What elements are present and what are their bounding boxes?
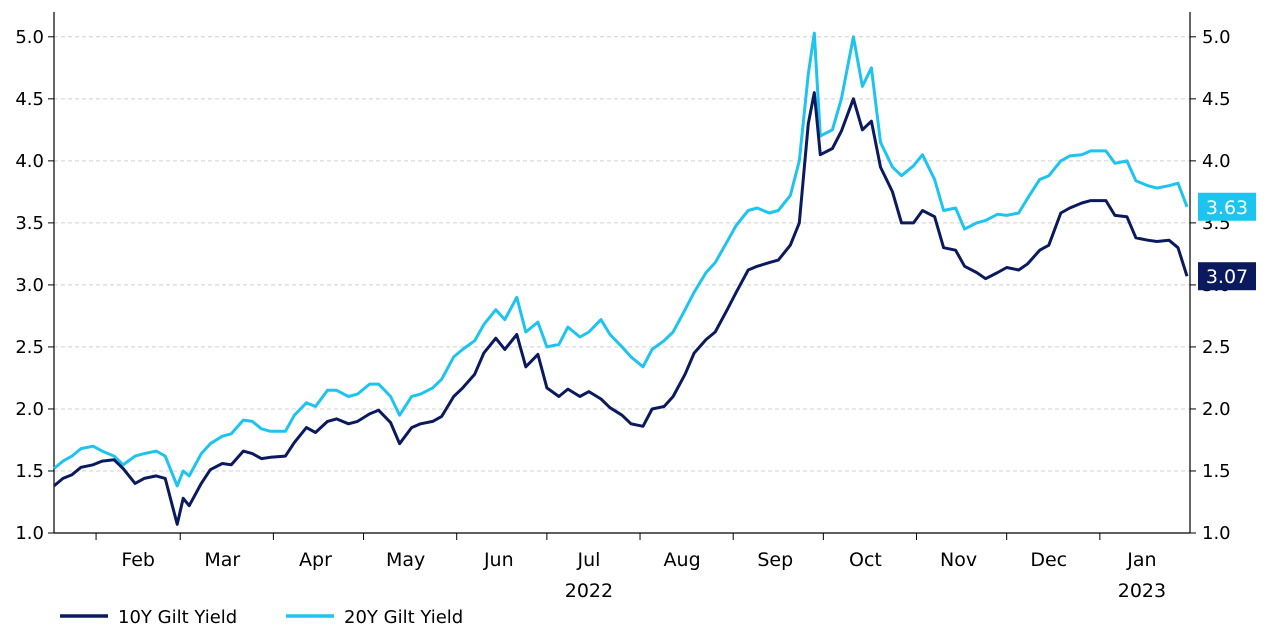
- x-tick-label: Nov: [940, 549, 977, 571]
- y-tick-label-right: 5.0: [1202, 27, 1231, 48]
- end-label-20y: 3.63: [1206, 197, 1248, 219]
- axes: [53, 12, 1191, 534]
- series-end-labels: 3.07 3.63: [1198, 192, 1256, 291]
- y-tick-label-left: 2.5: [15, 337, 44, 358]
- y-tick-label-left: 4.0: [15, 151, 44, 172]
- y-tick-label-left: 4.5: [15, 89, 44, 110]
- legend-label-20y: 20Y Gilt Yield: [344, 607, 463, 628]
- y-tick-label-left: 2.0: [15, 399, 44, 420]
- x-tick-label: Apr: [299, 549, 332, 571]
- y-tick-label-left: 3.5: [15, 213, 44, 234]
- x-tick-label: Jan: [1126, 549, 1156, 571]
- y-tick-label-right: 4.5: [1202, 89, 1231, 110]
- x-axis-month-labels: Feb Mar Apr May Jun Jul Aug Sep Oct Nov Dec Jan: [121, 549, 1156, 571]
- year-label: 2023: [1118, 580, 1166, 602]
- y-tick-label-left: 5.0: [15, 27, 44, 48]
- end-label-box-20y: [1198, 192, 1256, 221]
- end-label-box-10y: [1198, 262, 1256, 291]
- year-label: 2022: [565, 580, 613, 602]
- x-tick-label: May: [386, 549, 425, 571]
- x-tick-label: Aug: [664, 549, 701, 571]
- x-tick-label: Oct: [849, 549, 882, 571]
- series-lines: [53, 31, 1189, 526]
- y-tick-label-right: 2.5: [1202, 337, 1231, 358]
- x-tick-label: Feb: [121, 549, 155, 571]
- y-tick-label-left: 1.0: [15, 523, 44, 544]
- legend: 10Y Gilt Yield 20Y Gilt Yield: [60, 607, 463, 628]
- x-tick-label: Jun: [483, 549, 514, 571]
- y-axis-right-ticks: 1.01.52.02.53.03.54.04.55.0: [1190, 27, 1231, 544]
- gridlines: [54, 36, 1190, 472]
- y-tick-label-right: 4.0: [1202, 151, 1231, 172]
- x-tick-label: Mar: [204, 549, 240, 571]
- x-tick-label: Dec: [1030, 549, 1067, 571]
- series-line-10y: [53, 91, 1189, 526]
- x-axis-ticks: [95, 533, 1101, 540]
- y-axis-left-ticks: 1.0 1.5 2.0 2.5 3.0 3.5 4.0 4.5 5.0: [15, 27, 54, 544]
- x-tick-label: Jul: [576, 549, 600, 571]
- y-tick-label-right: 1.0: [1202, 523, 1231, 544]
- legend-label-10y: 10Y Gilt Yield: [118, 607, 237, 628]
- x-tick-label: Sep: [757, 549, 793, 571]
- x-axis-year-labels: 2022 2023: [565, 580, 1166, 602]
- y-tick-label-left: 1.5: [15, 461, 44, 482]
- y-tick-label-right: 2.0: [1202, 399, 1231, 420]
- series-line-20y: [53, 31, 1189, 488]
- y-tick-label-left: 3.0: [15, 275, 44, 296]
- y-tick-label-right: 1.5: [1202, 461, 1231, 482]
- end-label-10y: 3.07: [1206, 266, 1248, 288]
